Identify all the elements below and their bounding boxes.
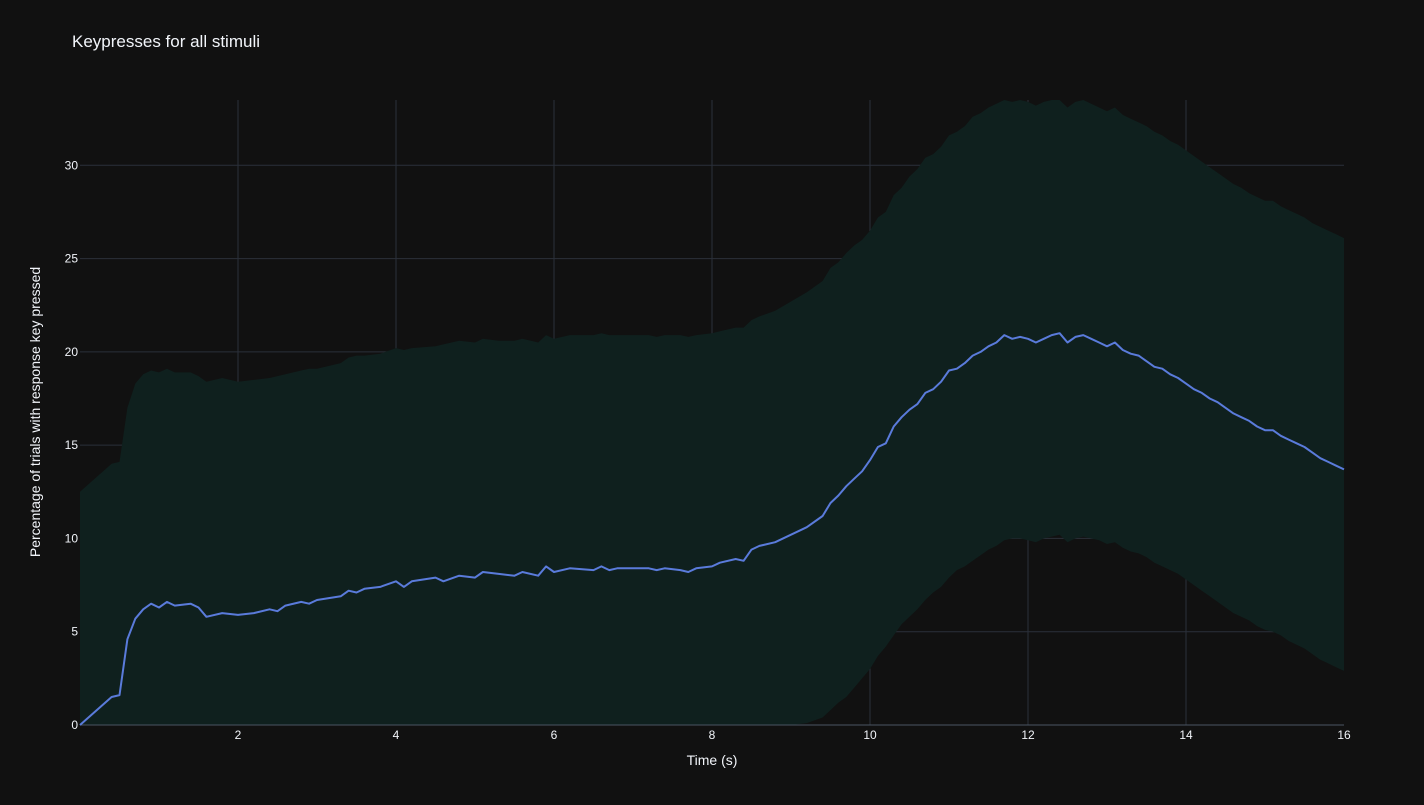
x-tick-label: 10	[863, 728, 877, 742]
x-tick-label: 16	[1337, 728, 1351, 742]
y-tick-label: 25	[65, 252, 79, 266]
mean-series-line	[79, 332, 1345, 726]
confidence-band	[80, 100, 1344, 725]
x-tick-label: 2	[235, 728, 242, 742]
y-tick-label: 5	[71, 625, 78, 639]
x-tick-label: 6	[551, 728, 558, 742]
y-tick-label: 15	[65, 438, 79, 452]
x-tick-label: 8	[709, 728, 716, 742]
x-tick-label: 4	[393, 728, 400, 742]
y-tick-labels: 0 5 10 15 20 25 30	[65, 158, 79, 732]
y-tick-label: 0	[71, 718, 78, 732]
y-axis-label: Percentage of trials with response key p…	[27, 267, 43, 557]
x-tick-label: 12	[1021, 728, 1035, 742]
chart-title: Keypresses for all stimuli	[72, 32, 261, 51]
y-tick-label: 30	[65, 158, 79, 172]
x-tick-label: 14	[1179, 728, 1193, 742]
y-tick-label: 10	[65, 531, 79, 545]
x-axis-label: Time (s)	[687, 752, 738, 768]
x-tick-labels: 2 4 6 8 10 12 14 16	[235, 728, 1351, 742]
y-tick-label: 20	[65, 345, 79, 359]
